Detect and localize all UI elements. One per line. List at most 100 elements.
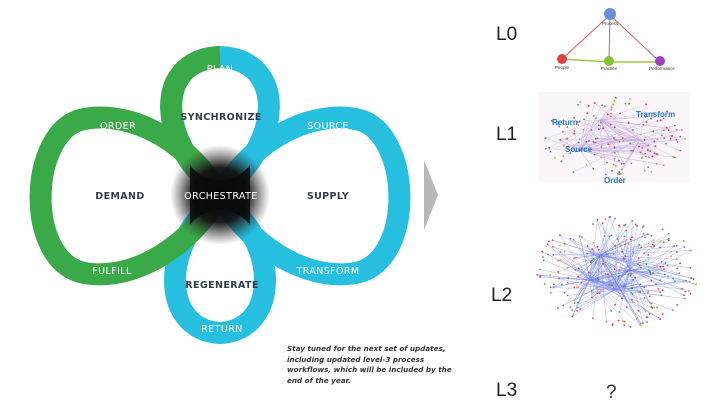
l1-node [653, 140, 656, 143]
l0-node-practice [604, 56, 614, 66]
l2-node [614, 245, 617, 247]
l1-node [656, 120, 659, 122]
l1-edge [639, 139, 657, 164]
l1-node [666, 110, 668, 113]
l1-node [652, 130, 655, 133]
l1-node [589, 148, 592, 151]
l3-unknown: ? [606, 382, 617, 403]
l2-edge [614, 269, 631, 271]
l2-node [608, 283, 611, 286]
l1-node [641, 157, 643, 159]
l1-node [600, 121, 602, 124]
l2-edge [629, 233, 669, 271]
l1-node [639, 151, 642, 154]
l1-node [627, 121, 630, 124]
l2-edge [611, 269, 631, 286]
l1-edge [561, 119, 601, 162]
l2-node [623, 324, 626, 326]
l2-node [630, 273, 632, 275]
l2-node [659, 279, 662, 282]
l1-node [643, 139, 646, 141]
l2-node [637, 257, 640, 260]
l2-edge [599, 218, 616, 256]
level-l0: L0 [496, 24, 518, 45]
l1-edge [610, 116, 641, 141]
l1-node [585, 141, 588, 143]
l2-edge [614, 263, 681, 291]
orchestrate-label: ORCHESTRATE [184, 191, 257, 202]
l2-node [650, 279, 653, 282]
l2-edge [592, 254, 601, 319]
l1-node [661, 134, 663, 137]
l1-edge [545, 148, 581, 151]
l2-node [547, 253, 549, 256]
l2-edge [599, 254, 633, 295]
l1-edge [623, 139, 641, 164]
l2-node [617, 319, 620, 322]
l1-node [604, 105, 606, 108]
l1-node [628, 102, 630, 105]
l1-node [586, 112, 589, 114]
l1-node [630, 149, 632, 152]
l2-node [643, 286, 645, 289]
l2-node [596, 292, 598, 295]
l2-edge [623, 258, 631, 271]
l1-edge [599, 119, 649, 146]
l1-node [550, 120, 553, 122]
l1-node [673, 124, 676, 127]
l2-node [648, 313, 651, 315]
l2-edge [599, 269, 631, 294]
l1-node [656, 138, 658, 141]
l2-node [627, 264, 629, 267]
l2-edge [597, 246, 601, 256]
l2-node [625, 306, 628, 308]
l1-edge [579, 139, 677, 151]
l2-node [629, 274, 632, 277]
l2-node [645, 263, 648, 265]
l1-node [592, 114, 595, 117]
l1-node [582, 128, 585, 131]
l2-node [602, 255, 604, 258]
l2-node [592, 252, 595, 255]
l2-node [659, 291, 661, 293]
l1-graph: Return Transform Source Order [538, 92, 690, 185]
l2-node [638, 264, 641, 267]
l1-node [659, 119, 662, 122]
l1-edge [599, 119, 633, 131]
supply-loop [210, 106, 411, 286]
l2-node [692, 278, 695, 280]
l2-node [592, 241, 595, 244]
l1-node [544, 147, 547, 150]
l1-node [671, 135, 674, 137]
l1-node [613, 157, 616, 160]
l1-node [644, 152, 647, 155]
l1-edge [599, 119, 620, 161]
l1-node [567, 145, 570, 148]
l2-edge [589, 244, 640, 281]
l2-node [644, 236, 646, 239]
l2-edge [587, 246, 616, 291]
l2-node [637, 309, 640, 312]
l2-node [682, 240, 685, 242]
l1-node [600, 146, 603, 148]
l2-node [613, 268, 616, 271]
l2-node [666, 264, 669, 267]
l2-edge [599, 254, 686, 292]
l1-node [612, 103, 614, 106]
l1-node [662, 164, 665, 167]
l1-node [600, 156, 603, 159]
l1-node [606, 161, 608, 164]
l1-edge [639, 135, 673, 141]
l2-node [591, 296, 593, 299]
l2-node [616, 238, 619, 240]
l2-node [661, 313, 664, 316]
l1-node [583, 118, 585, 121]
l1-edge [599, 119, 607, 175]
l2-node [576, 306, 579, 309]
l2-node [596, 277, 599, 280]
l1-node [665, 126, 668, 129]
l1-node [618, 171, 621, 174]
l2-node [557, 259, 560, 262]
l2-edge [629, 269, 685, 296]
l1-node [613, 151, 616, 154]
